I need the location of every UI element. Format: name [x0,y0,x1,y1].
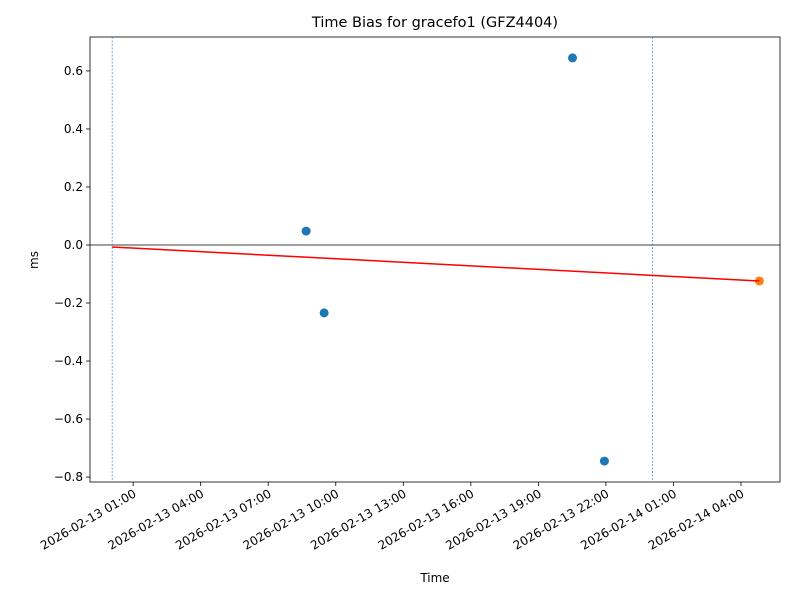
y-axis-label: ms [27,251,41,269]
trend-line [112,246,760,282]
plot-area [89,36,781,483]
y-tick-label: 0.6 [64,64,83,78]
data-point [568,53,578,63]
y-tick-label: −0.2 [54,296,83,310]
y-tick-label: −0.8 [54,470,83,484]
y-tick-label: −0.4 [54,354,83,368]
y-tick-label: 0.4 [64,122,83,136]
data-point [599,456,609,466]
chart-title: Time Bias for gracefo1 (GFZ4404) [311,15,558,31]
y-tick-label: 0.2 [64,180,83,194]
y-tick-label: −0.6 [54,412,83,426]
y-tick-label: 0.0 [64,238,83,252]
x-axis-label: Time [419,571,449,585]
data-point [319,308,329,318]
data-point [301,226,311,236]
